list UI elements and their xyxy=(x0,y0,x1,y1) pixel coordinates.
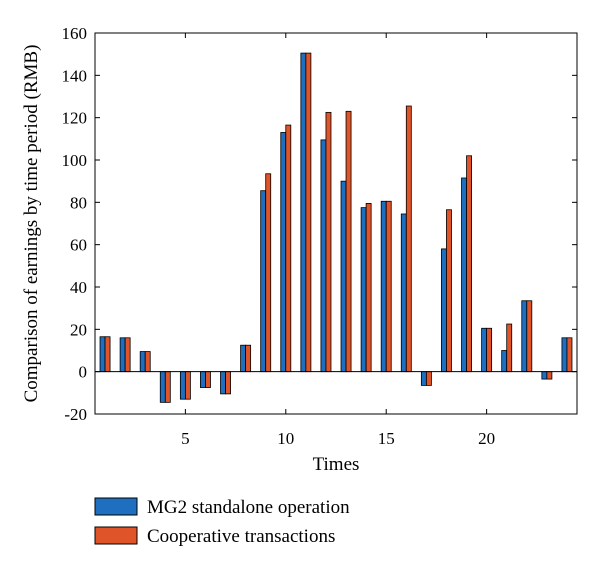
bar-cooperative-10 xyxy=(285,124,292,373)
bar-cooperative-14 xyxy=(365,202,372,373)
bar-mg2-standalone-13 xyxy=(340,180,347,373)
bar-cooperative-5 xyxy=(184,371,191,400)
bar-mg2-standalone-2 xyxy=(119,337,126,373)
x-tick-label-20: 20 xyxy=(478,429,495,448)
y-tick-label-140: 140 xyxy=(62,66,88,85)
bar-mg2-standalone-12 xyxy=(320,139,327,373)
bar-mg2-standalone-14 xyxy=(360,207,367,373)
bar-cooperative-17 xyxy=(425,371,432,386)
y-tick-label-0: 0 xyxy=(79,363,88,382)
bar-cooperative-16 xyxy=(405,105,412,373)
y-tick-label-40: 40 xyxy=(70,278,87,297)
bar-mg2-standalone-4 xyxy=(159,371,166,403)
bar-cooperative-22 xyxy=(526,300,533,373)
y-tick-label-160: 160 xyxy=(62,24,88,43)
y-tick-label-80: 80 xyxy=(70,193,87,212)
bar-mg2-standalone-24 xyxy=(561,337,568,373)
y-axis-ticks: -20 0 20 40 60 80 100 120 140 160 xyxy=(62,24,577,424)
bar-mg2-standalone-20 xyxy=(481,327,488,373)
bar-mg2-standalone-9 xyxy=(260,190,267,373)
bar-cooperative-6 xyxy=(205,371,211,388)
legend-swatch-mg2-standalone xyxy=(94,497,138,516)
bar-cooperative-7 xyxy=(225,371,231,395)
bar-mg2-standalone-17 xyxy=(420,371,427,386)
x-tick-label-5: 5 xyxy=(181,429,190,448)
bar-mg2-standalone-1 xyxy=(99,336,106,373)
bar-cooperative-8 xyxy=(245,344,252,373)
bar-mg2-standalone-22 xyxy=(521,300,528,373)
y-tick-label--20: -20 xyxy=(64,405,87,424)
bar-cooperative-2 xyxy=(124,337,131,373)
bar-mg2-standalone-18 xyxy=(441,248,447,373)
y-tick-label-60: 60 xyxy=(70,236,87,255)
bar-cooperative-4 xyxy=(164,371,171,403)
legend: MG2 standalone operation Cooperative tra… xyxy=(94,497,350,547)
bar-cooperative-9 xyxy=(265,173,272,373)
bar-mg2-standalone-23 xyxy=(541,371,548,380)
bar-mg2-standalone-7 xyxy=(220,371,226,395)
bar-cooperative-19 xyxy=(466,155,472,373)
bar-mg2-standalone-8 xyxy=(240,344,247,373)
x-tick-label-15: 15 xyxy=(378,429,395,448)
y-tick-label-100: 100 xyxy=(62,151,88,170)
bar-cooperative-3 xyxy=(144,351,151,373)
bar-mg2-standalone-3 xyxy=(139,351,146,373)
bar-cooperative-21 xyxy=(506,323,513,373)
x-axis-ticks: 5 10 15 20 xyxy=(181,33,495,448)
bar-cooperative-15 xyxy=(385,200,392,373)
legend-label-cooperative: Cooperative transactions xyxy=(147,526,335,547)
bar-cooperative-18 xyxy=(446,209,452,373)
plot-frame xyxy=(94,32,578,415)
y-axis-title: Comparison of earnings by time period (R… xyxy=(21,45,42,403)
legend-label-mg2-standalone: MG2 standalone operation xyxy=(147,497,350,518)
bar-cooperative-23 xyxy=(546,371,553,380)
bar-mg2-standalone-19 xyxy=(461,177,467,373)
y-tick-label-120: 120 xyxy=(62,109,88,128)
x-tick-label-10: 10 xyxy=(277,429,294,448)
bar-mg2-standalone-16 xyxy=(400,213,407,373)
bar-mg2-standalone-15 xyxy=(380,200,387,373)
bar-mg2-standalone-21 xyxy=(501,350,508,373)
bar-cooperative-13 xyxy=(345,110,352,373)
bar-mg2-standalone-10 xyxy=(280,132,287,373)
bar-mg2-standalone-5 xyxy=(179,371,186,400)
bar-mg2-standalone-11 xyxy=(300,52,307,373)
bar-cooperative-12 xyxy=(325,111,332,373)
y-tick-label-20: 20 xyxy=(70,320,87,339)
bar-cooperative-11 xyxy=(305,52,312,373)
bar-cooperative-24 xyxy=(566,337,573,373)
bar-mg2-standalone-6 xyxy=(200,371,206,388)
bar-cooperative-20 xyxy=(486,327,493,373)
bars-layer xyxy=(99,52,573,403)
legend-swatch-cooperative xyxy=(94,526,138,545)
bar-cooperative-1 xyxy=(104,336,111,373)
x-axis-title: Times xyxy=(313,454,360,475)
